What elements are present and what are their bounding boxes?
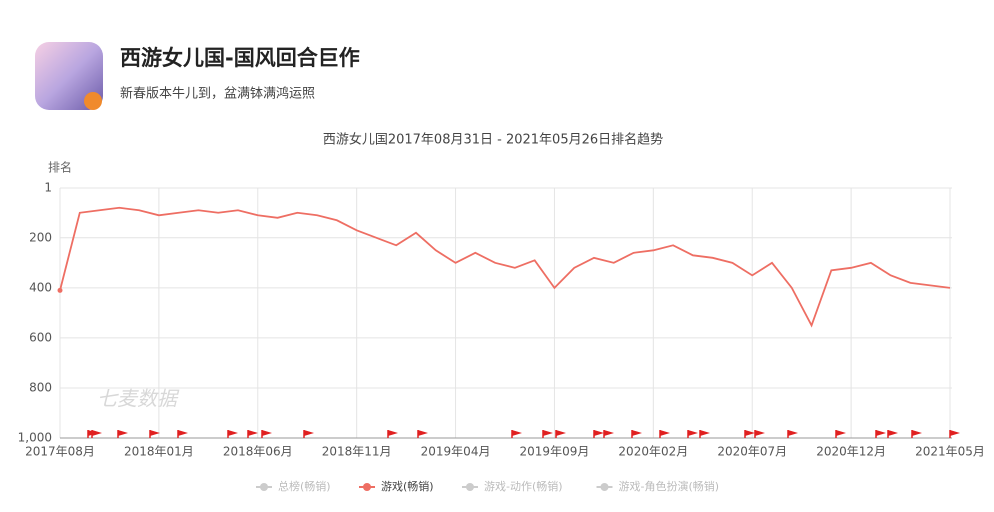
legend-dot: [260, 483, 268, 491]
event-flag: [304, 430, 314, 436]
legend-dot: [600, 483, 609, 491]
event-flag: [150, 430, 160, 436]
y-tick-label: 200: [29, 230, 52, 244]
event-flag: [418, 430, 428, 436]
x-tick-label: 2021年05月: [915, 445, 985, 459]
legend-item[interactable]: 游戏-角色扮演(畅销): [596, 479, 720, 493]
event-flag: [604, 430, 614, 436]
x-tick-label: 2017年08月: [25, 445, 95, 459]
event-flag: [888, 430, 898, 436]
event-flag: [688, 430, 698, 436]
legend-label: 总榜(畅销): [278, 479, 331, 493]
app-subtitle: 新春版本牛儿到，盆满钵满鸿运照: [120, 86, 315, 102]
event-flag: [788, 430, 798, 436]
app-icon: [35, 42, 103, 110]
event-flag: [262, 430, 272, 436]
y-axis-label: 排名: [48, 160, 72, 175]
event-flag: [912, 430, 922, 436]
watermark: 七麦数据: [97, 387, 180, 411]
x-tick-label: 2018年11月: [322, 445, 392, 459]
x-tick-label: 2018年01月: [124, 445, 194, 459]
y-tick-label: 1: [44, 181, 52, 195]
event-flag: [178, 430, 188, 436]
event-flag: [836, 430, 846, 436]
event-flag: [388, 430, 398, 436]
legend-dot: [363, 483, 371, 491]
x-tick-label: 2020年07月: [717, 445, 787, 459]
rank-line: [59, 206, 951, 328]
x-tick-label: 2020年12月: [816, 445, 886, 459]
event-flag: [632, 430, 642, 436]
legend-item[interactable]: 总榜(畅销): [256, 479, 331, 493]
legend-dot: [466, 483, 474, 491]
legend-item[interactable]: 游戏(畅销): [359, 479, 434, 493]
event-flag: [512, 430, 522, 436]
x-tick-label: 2019年09月: [520, 445, 590, 459]
event-flag: [118, 430, 128, 436]
legend-label: 游戏-动作(畅销): [484, 479, 563, 493]
event-flag: [556, 430, 566, 436]
event-flag: [228, 430, 238, 436]
event-flag: [248, 430, 258, 436]
event-flag: [543, 430, 553, 436]
event-flag: [745, 430, 755, 436]
event-flag: [950, 430, 960, 436]
event-flag: [660, 430, 670, 436]
event-flag: [700, 430, 710, 436]
event-flag: [92, 430, 102, 436]
y-tick-label: 400: [29, 280, 52, 294]
x-tick-label: 2018年06月: [223, 445, 293, 459]
start-point: [57, 287, 63, 293]
y-tick-label: 600: [29, 330, 52, 344]
legend-item[interactable]: 游戏-动作(畅销): [462, 479, 563, 493]
y-tick-label: 1,000: [18, 431, 52, 445]
chart-title: 西游女儿国2017年08月31日 - 2021年05月26日排名趋势: [323, 132, 663, 148]
icon-badge: [84, 92, 102, 110]
legend-label: 游戏-角色扮演(畅销): [619, 479, 720, 493]
x-tick-label: 2020年02月: [618, 445, 688, 459]
x-tick-label: 2019年04月: [421, 445, 491, 459]
event-flag: [594, 430, 604, 436]
y-tick-label: 800: [29, 380, 52, 394]
event-flag: [876, 430, 886, 436]
event-flag: [755, 430, 765, 436]
app-title: 西游女儿国-国风回合巨作: [120, 46, 360, 70]
legend-label: 游戏(畅销): [381, 479, 434, 493]
